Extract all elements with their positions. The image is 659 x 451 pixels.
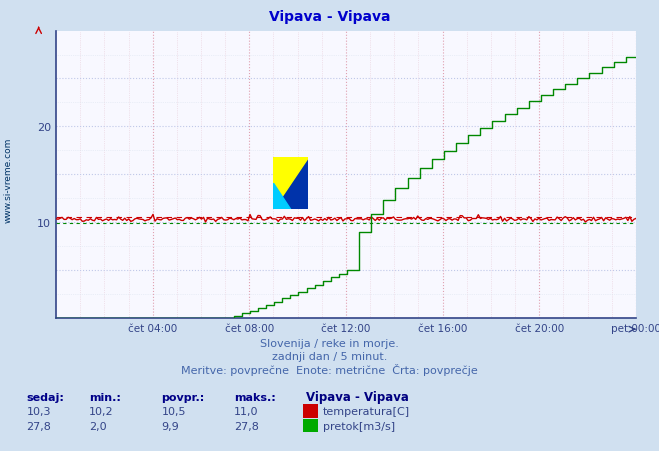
Text: 9,9: 9,9 <box>161 421 179 431</box>
Text: 11,0: 11,0 <box>234 406 258 416</box>
Text: 10,5: 10,5 <box>161 406 186 416</box>
Text: Meritve: povprečne  Enote: metrične  Črta: povprečje: Meritve: povprečne Enote: metrične Črta:… <box>181 363 478 375</box>
Text: Slovenija / reke in morje.: Slovenija / reke in morje. <box>260 339 399 349</box>
Polygon shape <box>273 184 291 210</box>
Text: 27,8: 27,8 <box>234 421 259 431</box>
Polygon shape <box>273 158 308 210</box>
Text: pretok[m3/s]: pretok[m3/s] <box>323 421 395 431</box>
Text: 2,0: 2,0 <box>89 421 107 431</box>
Text: povpr.:: povpr.: <box>161 392 205 402</box>
Text: sedaj:: sedaj: <box>26 392 64 402</box>
Text: 10,2: 10,2 <box>89 406 113 416</box>
Text: Vipava - Vipava: Vipava - Vipava <box>269 10 390 24</box>
Text: www.si-vreme.com: www.si-vreme.com <box>4 138 13 223</box>
Text: zadnji dan / 5 minut.: zadnji dan / 5 minut. <box>272 351 387 361</box>
Text: 10,3: 10,3 <box>26 406 51 416</box>
Text: 27,8: 27,8 <box>26 421 51 431</box>
Polygon shape <box>273 158 308 210</box>
Text: min.:: min.: <box>89 392 121 402</box>
Text: maks.:: maks.: <box>234 392 275 402</box>
Text: temperatura[C]: temperatura[C] <box>323 406 410 416</box>
Text: Vipava - Vipava: Vipava - Vipava <box>306 391 409 403</box>
